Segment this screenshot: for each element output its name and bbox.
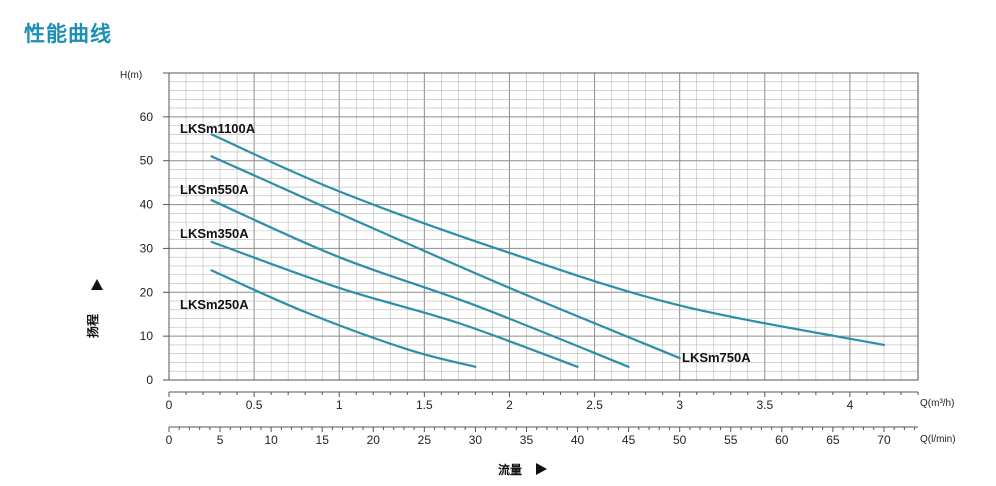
y-axis-title-group: 扬程 bbox=[85, 314, 100, 338]
y-tick-label: 60 bbox=[140, 110, 154, 124]
x-tick-label: 3 bbox=[676, 398, 683, 412]
x-tick-label: 0.5 bbox=[246, 398, 263, 412]
page-title: 性能曲线 bbox=[24, 22, 112, 46]
x2-tick-label: 30 bbox=[469, 433, 483, 447]
x-axis-arrow-icon bbox=[536, 463, 547, 475]
curve-lksm550a bbox=[210, 199, 630, 368]
x2-tick-label: 55 bbox=[724, 433, 738, 447]
x-unit-label: Q(m³/h) bbox=[920, 398, 954, 409]
x2-unit-label: Q(l/min) bbox=[920, 434, 956, 445]
x2-tick-label: 60 bbox=[775, 433, 789, 447]
x2-tick-label: 35 bbox=[520, 433, 534, 447]
series-label-lksm250a: LKSm250A bbox=[180, 297, 249, 312]
y-tick-label: 50 bbox=[140, 154, 154, 168]
x2-tick-label: 45 bbox=[622, 433, 636, 447]
y-tick-label: 20 bbox=[140, 285, 154, 299]
y-axis-arrow-icon bbox=[91, 279, 103, 290]
y-axis-title: 扬程 bbox=[85, 314, 100, 338]
plot-frame bbox=[168, 72, 919, 381]
curve-lksm250a bbox=[210, 269, 477, 368]
y-tick-label: 40 bbox=[140, 198, 154, 212]
x2-tick-label: 25 bbox=[418, 433, 432, 447]
x-axis-title: 流量 bbox=[498, 462, 522, 477]
x2-tick-label: 50 bbox=[673, 433, 687, 447]
series-labels: LKSm1100A LKSm750A LKSm550A LKSm350A LKSm250… bbox=[180, 121, 751, 365]
curves bbox=[210, 133, 886, 368]
x-tick-label: 2 bbox=[506, 398, 513, 412]
x2-tick-label: 70 bbox=[877, 433, 891, 447]
curve-lksm750a bbox=[210, 155, 681, 360]
x2-tick-label: 40 bbox=[571, 433, 585, 447]
x2-tick-label: 20 bbox=[367, 433, 381, 447]
x-tick-label: 2.5 bbox=[586, 398, 603, 412]
x2-tick-label: 0 bbox=[166, 433, 173, 447]
x2-tick-label: 10 bbox=[264, 433, 278, 447]
series-label-lksm1100a: LKSm1100A bbox=[180, 121, 256, 136]
x-tick-label: 4 bbox=[847, 398, 854, 412]
x2-tick-label: 5 bbox=[217, 433, 224, 447]
x-tick-label: 1.5 bbox=[416, 398, 433, 412]
x-tick-label: 3.5 bbox=[756, 398, 773, 412]
y-tick-label: 10 bbox=[140, 329, 154, 343]
curve-lksm1100a bbox=[210, 133, 886, 347]
grid bbox=[169, 73, 918, 380]
y-tick-label: 30 bbox=[140, 241, 154, 255]
series-label-lksm350a: LKSm350A bbox=[180, 226, 249, 241]
y-tick-label: 0 bbox=[146, 373, 153, 387]
x-tick-label: 0 bbox=[166, 398, 173, 412]
x2-tick-label: 65 bbox=[826, 433, 840, 447]
series-label-lksm750a: LKSm750A bbox=[682, 350, 751, 365]
x-tick-label: 1 bbox=[336, 398, 343, 412]
y-unit-label: H(m) bbox=[120, 70, 142, 81]
x2-tick-label: 15 bbox=[316, 433, 330, 447]
series-label-lksm550a: LKSm550A bbox=[180, 182, 249, 197]
curve-lksm350a bbox=[210, 240, 579, 368]
